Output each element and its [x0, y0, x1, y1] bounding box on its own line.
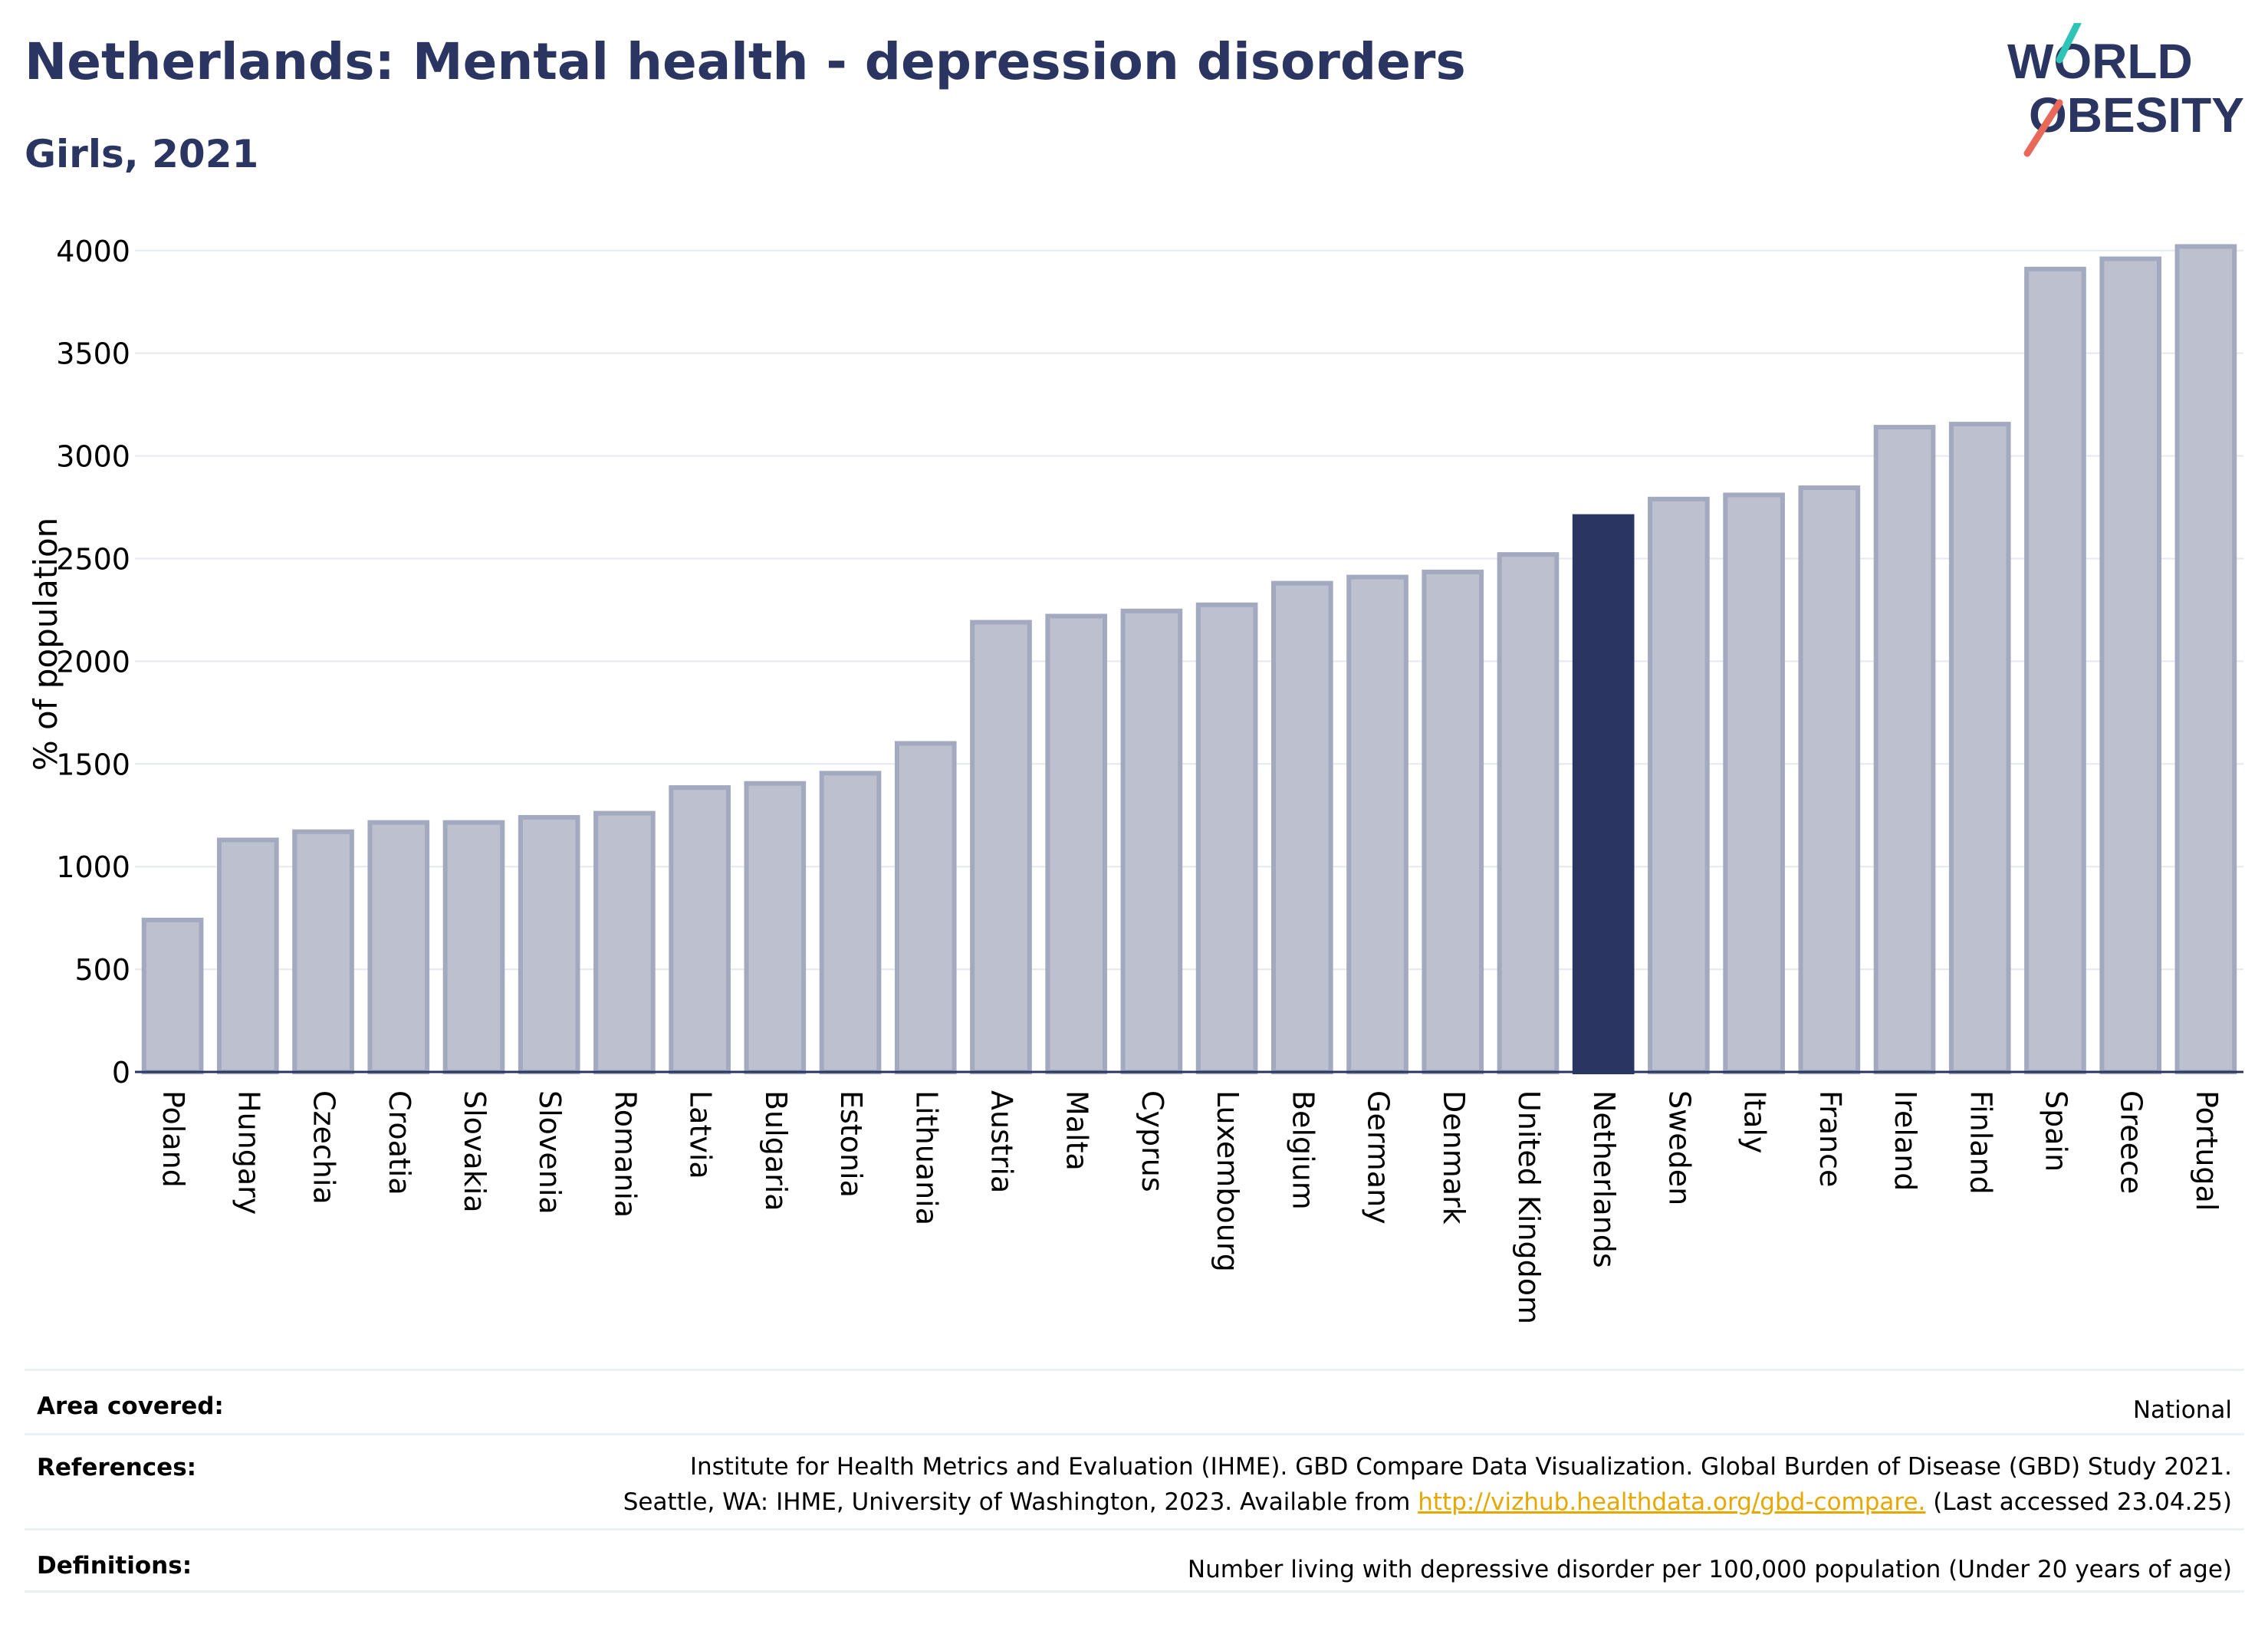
bar-portugal [2174, 244, 2237, 1074]
bars [141, 244, 2237, 1075]
definitions-value: Number living with depressive disorder p… [1187, 1556, 2232, 1583]
bar-france [1798, 485, 1861, 1074]
x-tick-label: Belgium [1286, 1090, 1320, 1210]
x-tick-label: Sweden [1662, 1090, 1696, 1205]
chart-title: Netherlands: Mental health - depression … [25, 32, 1466, 91]
bar-chart: 0 500 1000 1500 2000 2500 3000 3500 4000 Poland H… [27, 235, 2243, 1324]
bar-hungary [217, 837, 279, 1074]
bar-croatia [367, 820, 430, 1074]
x-tick-label: Italy [1738, 1090, 1772, 1153]
x-tick-label: Slovakia [458, 1090, 491, 1213]
definitions-row: Definitions: Number living with depressi… [25, 1528, 2244, 1593]
y-axis-label: % of population [27, 518, 64, 771]
bar-luxembourg [1195, 602, 1258, 1074]
bar-germany [1346, 574, 1408, 1074]
bar-romania [593, 810, 656, 1074]
bar-slovakia [442, 820, 505, 1074]
logo-word-obesity: OBESITY [2029, 87, 2244, 143]
bar-greece [2099, 256, 2162, 1074]
x-tick-label: Latvia [684, 1090, 718, 1179]
area-covered-row: Area covered: National [25, 1369, 2244, 1433]
references-link[interactable]: http://vizhub.healthdata.org/gbd-compare… [1418, 1488, 1926, 1516]
logo-slash-coral [2023, 99, 2063, 157]
x-tick-label: Greece [2115, 1090, 2148, 1194]
y-tick-label: 500 [74, 953, 130, 987]
x-tick-label: Bulgaria [759, 1090, 793, 1212]
references-line2-pre: Seattle, WA: IHME, University of Washing… [623, 1488, 1418, 1516]
bar-bulgaria [744, 781, 807, 1074]
references-row: References: Institute for Health Metrics… [25, 1433, 2244, 1528]
x-tick-label: Romania [608, 1090, 642, 1218]
y-tick-label: 1000 [56, 850, 130, 884]
bar-belgium [1271, 580, 1333, 1074]
y-tick-label: 2500 [56, 542, 130, 576]
x-tick-label: Ireland [1888, 1090, 1922, 1191]
references-line1: Institute for Health Metrics and Evaluat… [689, 1453, 2232, 1481]
y-tick-label: 0 [112, 1056, 130, 1090]
bar-lithuania [894, 741, 957, 1074]
x-tick-label: Hungary [232, 1090, 265, 1215]
y-tick-label: 4000 [56, 235, 130, 268]
bar-austria [970, 620, 1032, 1074]
x-tick-label: Finland [1964, 1090, 1997, 1195]
bar-italy [1723, 492, 1785, 1074]
x-tick-label: Slovenia [533, 1090, 567, 1215]
y-tick-label: 3500 [56, 337, 130, 371]
x-tick-label: Germany [1362, 1090, 1395, 1225]
references-value: Institute for Health Metrics and Evaluat… [623, 1449, 2232, 1520]
logo-word-world: WORLD [2007, 34, 2193, 89]
chart-subtitle: Girls, 2021 [25, 132, 259, 176]
bar-cyprus [1120, 608, 1183, 1074]
area-covered-label: Area covered: [37, 1392, 224, 1420]
bar-spain [2024, 266, 2086, 1074]
x-tick-label: Malta [1060, 1090, 1094, 1171]
definitions-label: Definitions: [37, 1552, 192, 1580]
bar-finland [1948, 422, 2011, 1074]
bar-netherlands [1572, 514, 1635, 1074]
x-tick-label: Croatia [383, 1090, 416, 1195]
area-covered-value: National [2132, 1396, 2232, 1424]
logo-slash-teal [2056, 23, 2082, 64]
bar-latvia [669, 785, 731, 1074]
x-tick-label: Lithuania [909, 1090, 943, 1225]
x-tick-label: Cyprus [1136, 1090, 1169, 1192]
y-tick-label: 1500 [56, 748, 130, 781]
x-tick-label: Austria [984, 1090, 1018, 1193]
references-line2-post: (Last accessed 23.04.25) [1925, 1488, 2232, 1516]
x-tick-label: Estonia [834, 1090, 868, 1198]
world-obesity-logo: WORLD OBESITY [2007, 23, 2244, 157]
bar-estonia [819, 771, 882, 1074]
bar-slovenia [518, 814, 580, 1075]
x-tick-label: Spain [2039, 1090, 2072, 1172]
x-tick-label: United Kingdom [1512, 1090, 1546, 1324]
x-tick-label: Luxembourg [1211, 1090, 1244, 1272]
x-tick-label: Czechia [307, 1090, 341, 1205]
x-tick-label: Portugal [2190, 1090, 2224, 1211]
y-tick-labels: 0 500 1000 1500 2000 2500 3000 3500 4000 [56, 235, 130, 1090]
x-tick-label: Denmark [1437, 1090, 1471, 1225]
bar-denmark [1422, 569, 1484, 1074]
x-tick-label: Netherlands [1587, 1090, 1621, 1268]
x-tick-label: France [1813, 1090, 1847, 1187]
bar-ireland [1873, 425, 1936, 1074]
x-tick-labels: Poland Hungary Czechia Croatia Slovakia Slove… [156, 1090, 2224, 1324]
bar-czechia [292, 829, 354, 1075]
bar-sweden [1648, 496, 1710, 1074]
y-tick-label: 2000 [56, 645, 130, 679]
references-label: References: [37, 1454, 197, 1481]
bar-poland [141, 917, 204, 1074]
bar-malta [1045, 613, 1108, 1074]
bar-united-kingdom [1497, 552, 1560, 1074]
info-table: Area covered: National References: Insti… [25, 1369, 2244, 1593]
x-tick-label: Poland [156, 1090, 190, 1188]
y-tick-label: 3000 [56, 440, 130, 474]
